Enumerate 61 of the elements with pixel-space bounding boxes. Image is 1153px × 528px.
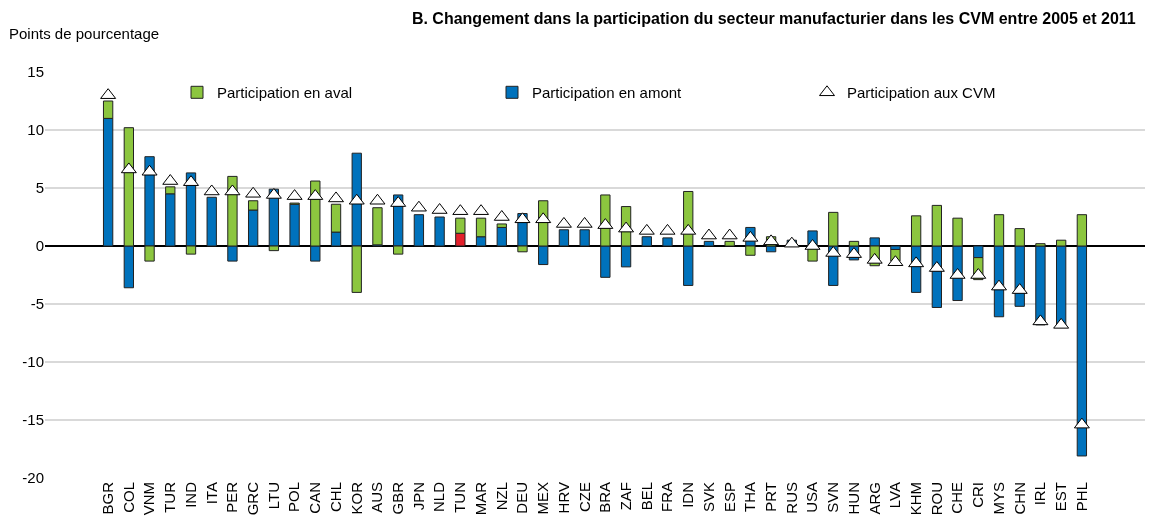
legend-label: Participation en amont — [532, 84, 683, 102]
x-tick-label: VNM — [140, 482, 158, 516]
x-tick-label: GBR — [389, 481, 407, 515]
x-tick-label: HUN — [844, 482, 862, 515]
x-tick-label: COL — [119, 482, 137, 513]
x-tick-label: ESP — [720, 482, 738, 513]
y-tick-label: -15 — [22, 411, 44, 429]
x-tick-label: POL — [285, 482, 303, 513]
x-tick-label: CHN — [1010, 482, 1028, 515]
x-tick-label: USA — [803, 482, 821, 513]
x-tick-label: RUS — [782, 482, 800, 514]
chart-title: B. Changement dans la participation du secteur manufacturier dans les CVM entre 2005 et 2011 — [411, 10, 1136, 28]
x-tick-label: CAN — [306, 482, 324, 514]
x-tick-label: LVA — [886, 482, 904, 509]
x-tick-label: TUN — [451, 482, 469, 513]
x-tick-label: BGR — [99, 481, 116, 515]
x-tick-label: ARG — [865, 482, 883, 515]
x-tick-label: CHL — [326, 482, 344, 513]
x-tick-label: NLD — [430, 481, 448, 513]
y-tick-label: -10 — [22, 353, 44, 371]
y-tick-label: -20 — [22, 469, 44, 487]
x-tick-label: TUR — [161, 481, 179, 513]
x-tick-label: BEL — [637, 482, 655, 511]
x-tick-label: PHL — [1072, 482, 1090, 512]
x-tick-label: KOR — [347, 481, 365, 515]
legend-label: Participation aux CVM — [847, 84, 996, 102]
x-tick-label: AUS — [368, 482, 386, 513]
x-tick-label: GRC — [244, 481, 262, 516]
x-tick-label: IRL — [1031, 482, 1049, 506]
x-tick-label: THA — [741, 482, 759, 512]
x-tick-label: FRA — [658, 482, 676, 512]
x-tick-label: MEX — [534, 482, 552, 515]
y-tick-label: 0 — [35, 237, 44, 255]
x-tick-label: SVK — [699, 482, 717, 513]
y-tick-label: 15 — [27, 63, 44, 81]
x-tick-label: DEU — [513, 482, 531, 514]
x-tick-label: LTU — [264, 482, 282, 510]
x-tick-label: PER — [223, 481, 241, 513]
x-tick-label: IDN — [679, 482, 697, 508]
x-tick-label: HRV — [554, 482, 572, 514]
x-tick-label: SVN — [824, 482, 842, 513]
x-tick-label: MAR — [471, 481, 489, 516]
x-tick-label: NZL — [492, 482, 510, 511]
y-tick-label: 10 — [27, 121, 44, 139]
x-tick-label: CZE — [575, 482, 593, 512]
y-tick-label: -5 — [30, 295, 44, 313]
x-tick-label: IND — [181, 481, 199, 508]
legend-label: Participation en aval — [217, 84, 353, 102]
x-tick-label: CRI — [969, 482, 987, 508]
x-tick-label: BRA — [596, 482, 614, 513]
x-tick-label: CHE — [948, 482, 966, 514]
y-tick-label: 5 — [35, 179, 44, 197]
x-tick-label: ITA — [202, 482, 220, 505]
x-tick-label: KHM — [907, 482, 925, 516]
x-tick-label: ROU — [927, 482, 945, 516]
x-tick-label: JPN — [409, 482, 427, 511]
x-tick-label: MYS — [989, 482, 1007, 515]
x-tick-label: PRT — [761, 482, 779, 512]
x-tick-label: ZAF — [616, 482, 634, 511]
x-tick-label: EST — [1052, 482, 1070, 512]
y-axis-title: Points de pourcentage — [9, 25, 160, 42]
